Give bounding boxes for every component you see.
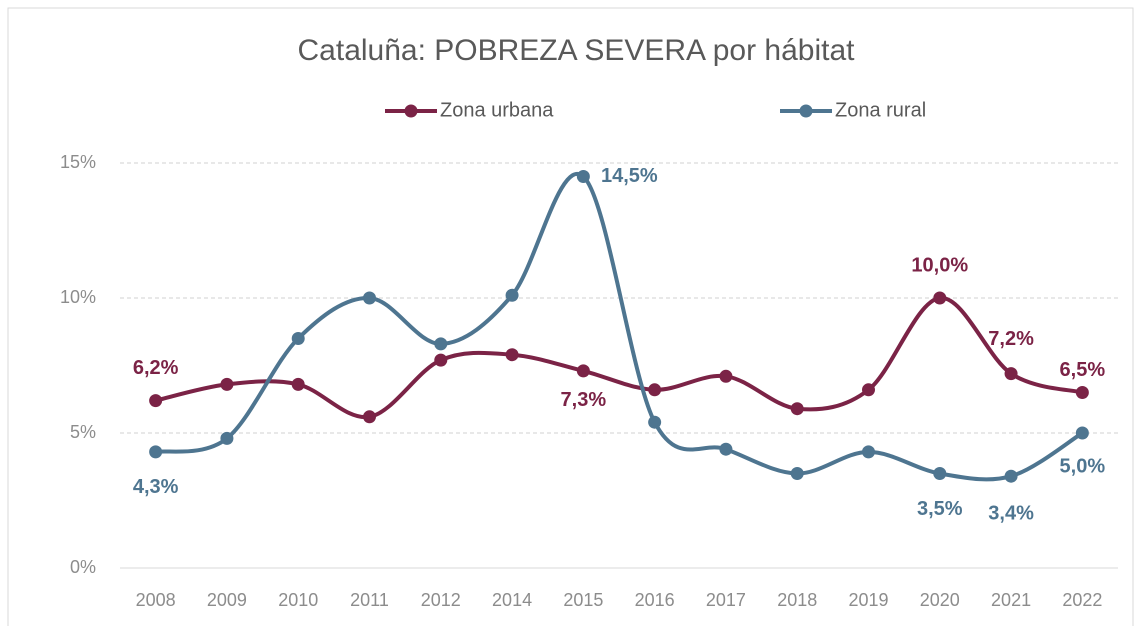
data-point (576, 364, 590, 378)
data-point (648, 383, 662, 397)
data-point (149, 394, 163, 408)
x-tick-label: 2012 (421, 590, 461, 610)
data-point (862, 445, 875, 459)
x-tick-label: 2010 (278, 590, 318, 610)
y-tick-label: 5% (70, 422, 96, 442)
data-point (149, 445, 163, 459)
data-point (576, 170, 590, 183)
data-point (220, 431, 234, 445)
legend-marker (404, 104, 418, 118)
legend-label: Zona urbana (440, 99, 554, 121)
data-label: 5,0% (1060, 455, 1106, 477)
data-point (291, 332, 305, 345)
x-tick-label: 2018 (777, 590, 817, 610)
data-point (1004, 469, 1018, 483)
data-point (790, 467, 804, 480)
x-tick-label: 2019 (848, 590, 888, 610)
x-tick-label: 2008 (136, 590, 176, 610)
data-point (1075, 426, 1089, 440)
legend-label: Zona rural (835, 99, 926, 121)
data-label: 6,2% (133, 357, 179, 379)
data-point (933, 291, 947, 305)
x-tick-label: 2020 (920, 590, 960, 610)
chart-title: Cataluña: POBREZA SEVERA por hábitat (298, 34, 856, 67)
data-point (790, 402, 804, 416)
x-tick-label: 2011 (350, 590, 389, 610)
data-label: 4,3% (133, 476, 179, 498)
x-tick-label: 2021 (991, 590, 1031, 610)
data-point (719, 442, 733, 456)
data-label: 3,4% (988, 502, 1034, 524)
x-tick-label: 2022 (1062, 590, 1102, 610)
x-tick-label: 2009 (207, 590, 247, 610)
data-point (505, 348, 519, 362)
data-point (434, 337, 448, 351)
data-point (363, 410, 376, 424)
data-point (862, 383, 875, 397)
data-label: 7,2% (988, 328, 1034, 350)
y-tick-label: 15% (60, 152, 96, 172)
data-point (1075, 386, 1089, 399)
data-label: 14,5% (601, 165, 658, 187)
data-label: 3,5% (917, 498, 963, 520)
data-point (434, 353, 448, 367)
x-tick-label: 2014 (492, 590, 532, 610)
data-label: 6,5% (1060, 359, 1106, 381)
legend-marker (799, 104, 813, 118)
data-point (363, 291, 376, 305)
y-tick-label: 10% (60, 287, 96, 307)
data-label: 10,0% (911, 254, 968, 276)
data-point (291, 377, 305, 391)
series-line (155, 171, 1084, 482)
x-tick-label: 2016 (635, 590, 675, 610)
data-point (505, 288, 519, 302)
data-point (1004, 367, 1018, 381)
x-tick-label: 2017 (706, 590, 746, 610)
data-point (220, 377, 234, 391)
data-label: 7,3% (561, 389, 607, 411)
data-point (648, 415, 662, 429)
data-point (933, 467, 947, 480)
chart-frame (7, 7, 1134, 626)
x-tick-label: 2015 (563, 590, 603, 610)
y-tick-label: 0% (70, 557, 96, 577)
data-point (719, 369, 733, 383)
